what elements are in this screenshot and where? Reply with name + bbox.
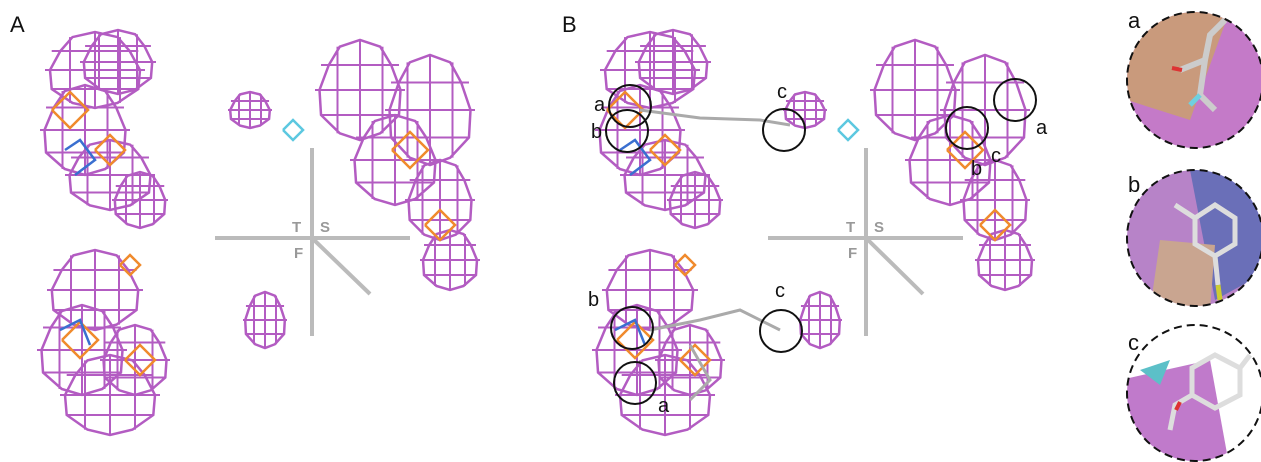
- figure: A T S F B T S F a b c a b c b a c a b c: [0, 0, 1261, 462]
- mesh-line: [283, 120, 303, 140]
- site-marker: c: [777, 81, 787, 103]
- inset: [1120, 165, 1261, 315]
- axis-label: F: [848, 245, 857, 262]
- site-marker: a: [594, 94, 606, 116]
- site-marker: b: [591, 121, 602, 143]
- axis-cross: [768, 148, 963, 336]
- axis-label: S: [874, 219, 884, 236]
- axis-label: T: [846, 219, 855, 236]
- axis-label: T: [292, 219, 301, 236]
- inset: [1120, 5, 1261, 155]
- panel-label: A: [10, 12, 25, 37]
- axis-cross: [215, 148, 410, 336]
- inset: [1120, 320, 1261, 462]
- inset-label: b: [1128, 172, 1140, 197]
- site-marker: a: [658, 395, 670, 417]
- site-marker: b: [588, 289, 599, 311]
- site-marker: b: [971, 158, 982, 180]
- axis-label: S: [320, 219, 330, 236]
- inset-label: a: [1128, 8, 1141, 33]
- site-marker: a: [1036, 117, 1048, 139]
- axis-label: F: [294, 245, 303, 262]
- mesh-layer: [37, 30, 1035, 435]
- inset-label: c: [1128, 330, 1139, 355]
- site-marker: c: [991, 145, 1001, 167]
- site-marker: c: [775, 280, 785, 302]
- panel-label: B: [562, 12, 577, 37]
- mesh-line: [838, 120, 858, 140]
